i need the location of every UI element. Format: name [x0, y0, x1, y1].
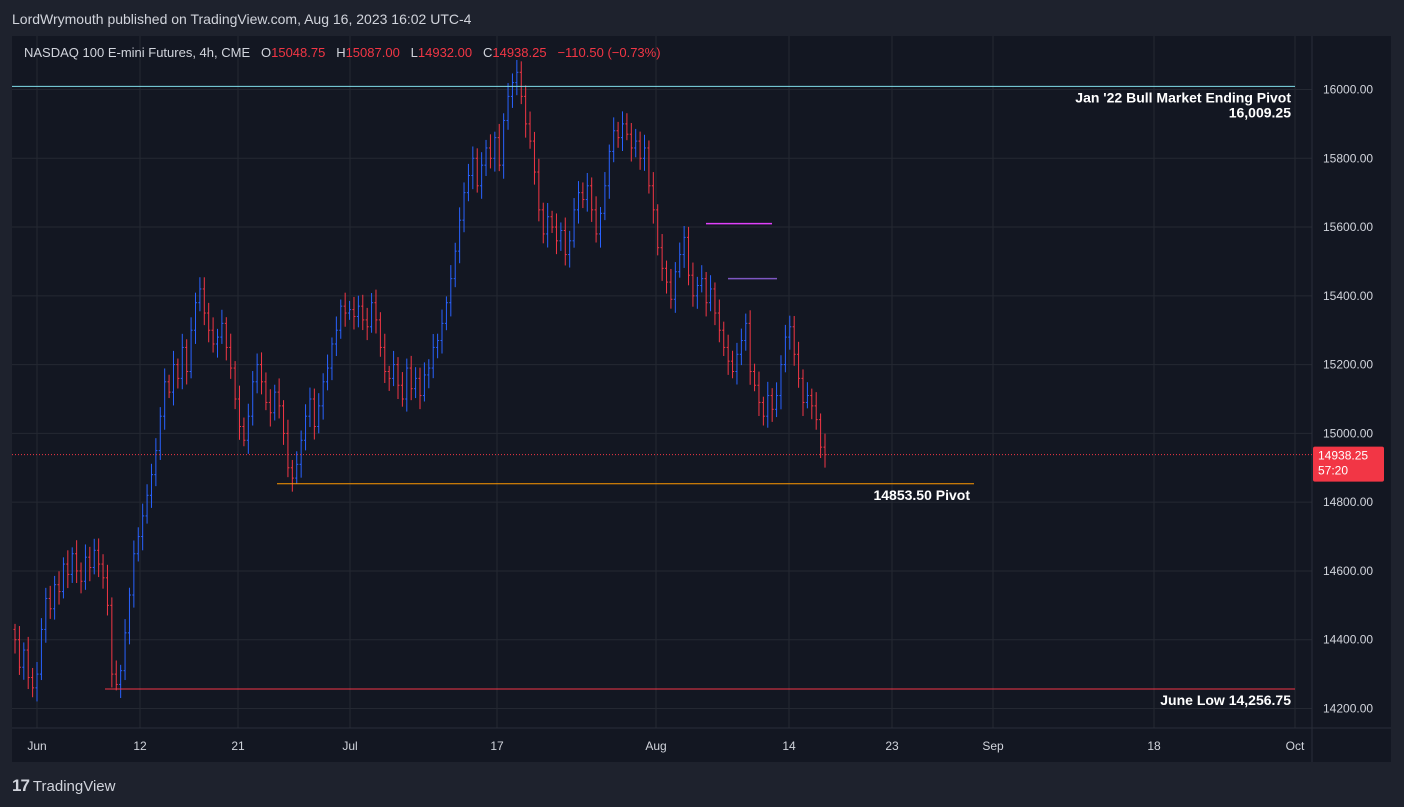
- low-label: L: [410, 45, 418, 60]
- y-tick-label: 15800.00: [1323, 151, 1373, 165]
- ohlc-legend: NASDAQ 100 E-mini Futures, 4h, CME O1504…: [24, 45, 661, 60]
- price-tag-countdown: 57:20: [1318, 464, 1348, 478]
- y-tick-label: 16000.00: [1323, 83, 1373, 97]
- top-bar: LordWrymouth published on TradingView.co…: [0, 0, 1404, 36]
- footer: 17 TradingView: [12, 775, 115, 797]
- x-tick-label: 17: [490, 739, 504, 753]
- tradingview-brand[interactable]: TradingView: [32, 777, 116, 795]
- y-tick-label: 14600.00: [1323, 564, 1373, 578]
- tradingview-logo-icon[interactable]: 17: [12, 776, 30, 795]
- y-tick-label: 15000.00: [1323, 426, 1373, 440]
- open-value: 15048.75: [271, 45, 326, 60]
- y-tick-label: 15400.00: [1323, 289, 1373, 303]
- change-value: −110.50 (−0.73%): [557, 45, 661, 60]
- candlestick-chart[interactable]: 16000.00 15800.00 15600.00 15400.00 15200.00…: [12, 36, 1391, 762]
- x-tick-label: Oct: [1286, 739, 1305, 753]
- close-value: 14938.25: [492, 45, 547, 60]
- chart-panel[interactable]: 16000.00 15800.00 15600.00 15400.00 15200.00…: [12, 36, 1391, 762]
- y-tick-label: 15200.00: [1323, 358, 1373, 372]
- close-label: C: [482, 45, 493, 60]
- x-tick-label: Jul: [342, 739, 357, 753]
- high-label: H: [336, 45, 346, 60]
- x-tick-label: 12: [133, 739, 147, 753]
- price-tag: [1313, 446, 1384, 482]
- x-tick-label: Sep: [982, 739, 1004, 753]
- level-label: 14853.50 Pivot: [873, 487, 970, 503]
- level-label: June Low 14,256.75: [1160, 692, 1291, 708]
- open-label: O: [260, 45, 272, 60]
- publisher-caption: LordWrymouth published on TradingView.co…: [12, 11, 472, 27]
- level-value-label: 16,009.25: [1229, 104, 1291, 120]
- x-tick-label: 18: [1147, 739, 1161, 753]
- y-tick-label: 15600.00: [1323, 220, 1373, 234]
- chart-background: [12, 36, 1391, 762]
- x-tick-label: 14: [782, 739, 796, 753]
- level-label: Jan '22 Bull Market Ending Pivot: [1075, 89, 1291, 105]
- symbol-label[interactable]: NASDAQ 100 E-mini Futures, 4h, CME: [24, 45, 251, 60]
- x-tick-label: Jun: [27, 739, 46, 753]
- y-tick-label: 14400.00: [1323, 633, 1373, 647]
- low-value: 14932.00: [417, 45, 473, 60]
- high-value: 15087.00: [345, 45, 400, 60]
- y-tick-label: 14800.00: [1323, 495, 1373, 509]
- x-tick-label: Aug: [645, 739, 666, 753]
- x-tick-label: 23: [885, 739, 899, 753]
- x-tick-label: 21: [231, 739, 245, 753]
- y-tick-label: 14200.00: [1323, 702, 1373, 716]
- price-tag-value: 14938.25: [1318, 449, 1368, 463]
